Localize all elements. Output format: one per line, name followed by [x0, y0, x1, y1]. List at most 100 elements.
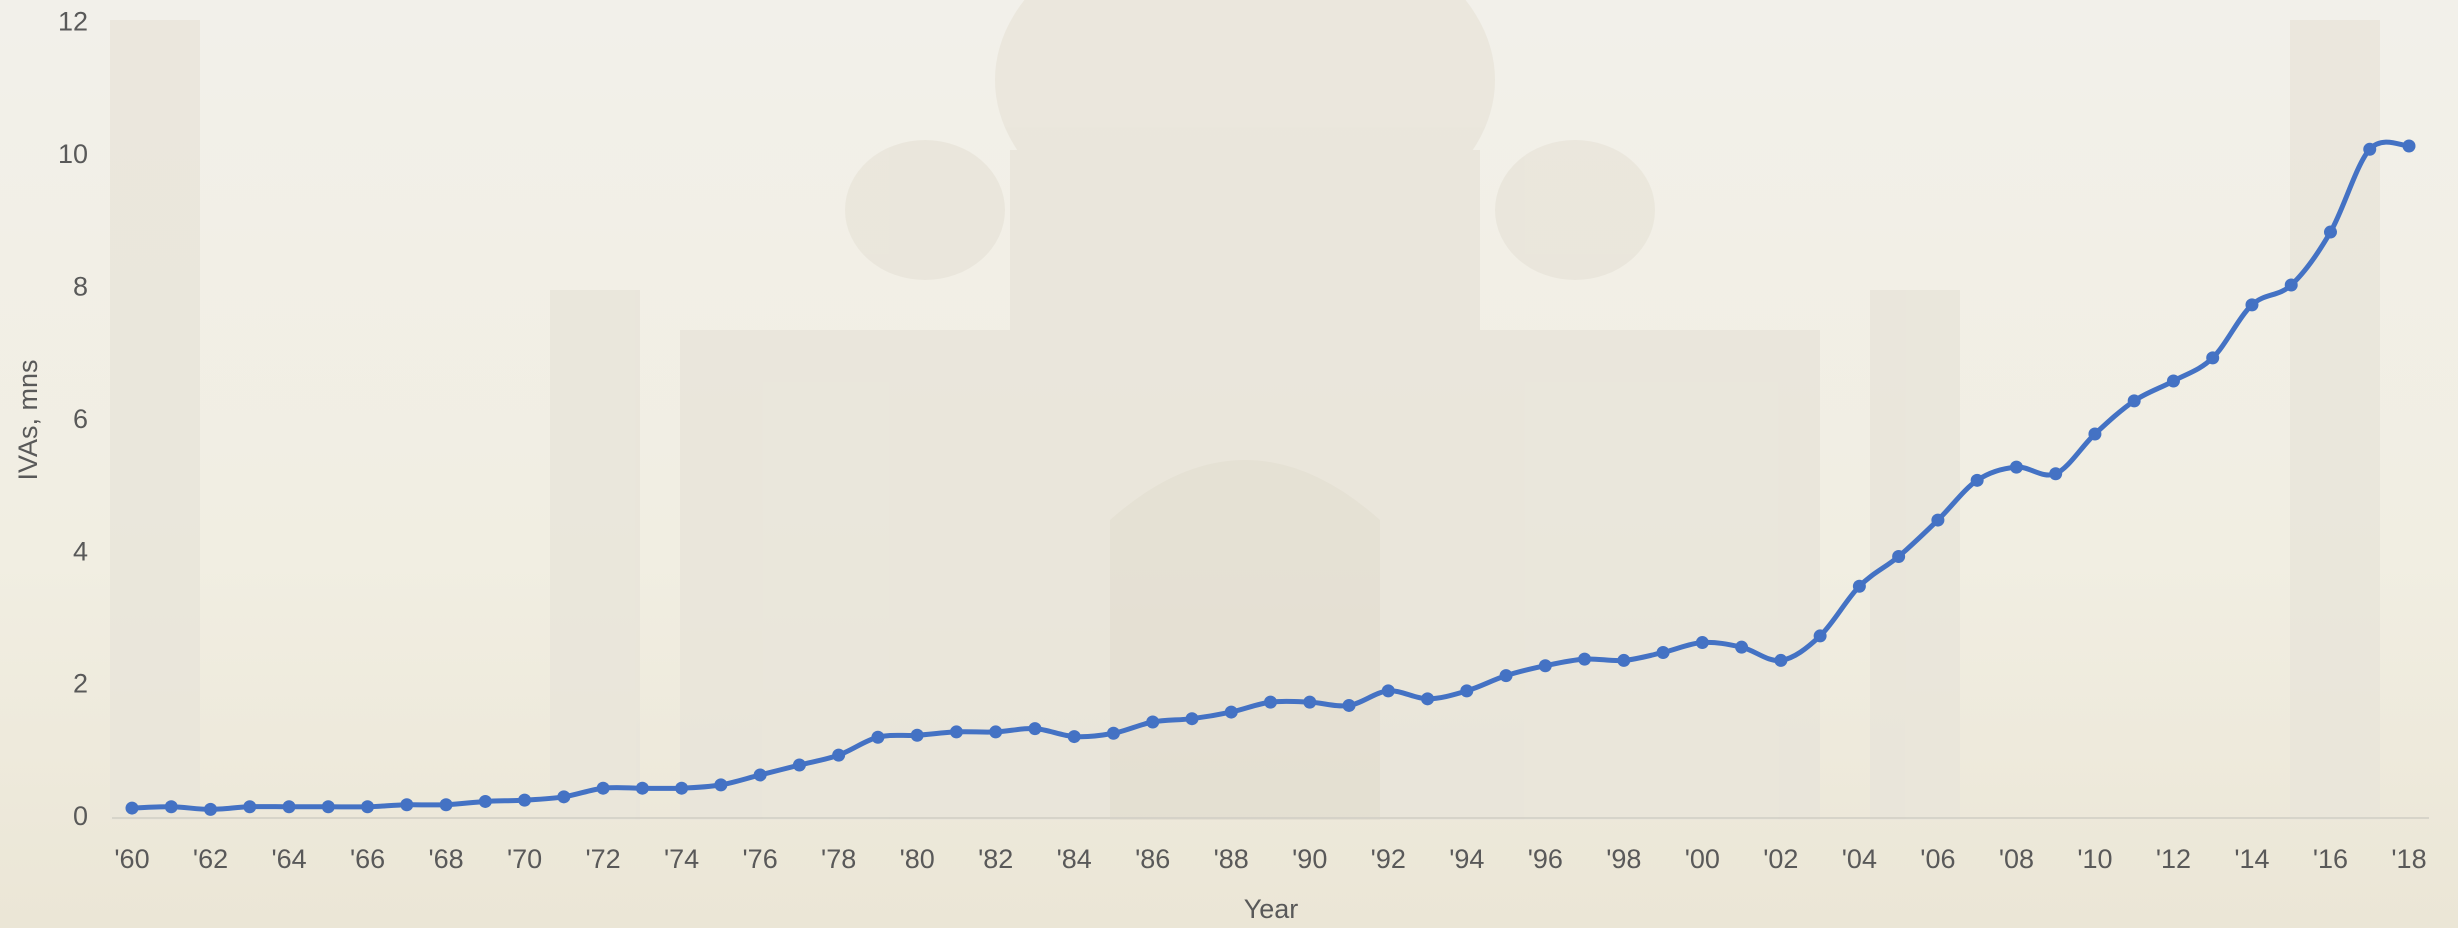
data-point [832, 749, 845, 762]
data-point [518, 794, 531, 807]
data-point [2049, 467, 2062, 480]
x-axis-title: Year [1244, 894, 1299, 924]
data-point [871, 731, 884, 744]
data-point [2403, 139, 2416, 152]
data-point [440, 798, 453, 811]
data-point [754, 768, 767, 781]
y-tick-label: 2 [73, 669, 88, 699]
x-tick-label: '06 [1920, 844, 1955, 874]
data-point [1578, 653, 1591, 666]
data-point [1146, 715, 1159, 728]
x-tick-label: '82 [978, 844, 1013, 874]
data-point [675, 782, 688, 795]
data-point [1343, 699, 1356, 712]
data-point [1500, 669, 1513, 682]
data-point [243, 800, 256, 813]
data-point [1696, 636, 1709, 649]
data-point [714, 778, 727, 791]
data-point [557, 790, 570, 803]
data-point [636, 782, 649, 795]
data-point [1931, 514, 1944, 527]
x-tick-label: '16 [2313, 844, 2348, 874]
data-point [2010, 461, 2023, 474]
y-tick-label: 12 [58, 7, 88, 37]
y-tick-label: 8 [73, 271, 88, 301]
x-tick-label: '78 [821, 844, 856, 874]
x-tick-label: '88 [1214, 844, 1249, 874]
x-tick-label: '02 [1763, 844, 1798, 874]
x-tick-label: '14 [2234, 844, 2269, 874]
y-tick-label: 0 [73, 801, 88, 831]
x-tick-label: '00 [1685, 844, 1720, 874]
data-point [1303, 696, 1316, 709]
x-tick-label: '90 [1292, 844, 1327, 874]
data-point [950, 725, 963, 738]
data-point [911, 729, 924, 742]
x-tick-label: '92 [1371, 844, 1406, 874]
data-point [1814, 629, 1827, 642]
data-point [126, 802, 139, 815]
data-point [1539, 659, 1552, 672]
data-point [165, 800, 178, 813]
data-point [322, 800, 335, 813]
data-point [400, 798, 413, 811]
data-point [989, 725, 1002, 738]
data-point [1774, 654, 1787, 667]
data-point [2245, 298, 2258, 311]
data-point [1853, 580, 1866, 593]
y-tick-label: 6 [73, 404, 88, 434]
data-point [1264, 696, 1277, 709]
data-point [1185, 712, 1198, 725]
data-point [1617, 654, 1630, 667]
data-point [2363, 143, 2376, 156]
x-tick-label: '12 [2156, 844, 2191, 874]
data-point [1225, 706, 1238, 719]
x-tick-label: '86 [1135, 844, 1170, 874]
x-tick-label: '10 [2077, 844, 2112, 874]
data-point [2167, 375, 2180, 388]
x-tick-label: '08 [1999, 844, 2034, 874]
x-tick-label: '98 [1606, 844, 1641, 874]
x-tick-label: '64 [271, 844, 306, 874]
data-point [1028, 722, 1041, 735]
data-point [1735, 641, 1748, 654]
data-point [2206, 351, 2219, 364]
data-point [1892, 550, 1905, 563]
data-point [361, 800, 374, 813]
page: IVAs, mns Year 0 2 4 6 8 10 12 '60 '62 '64 '66 '68 '… [0, 0, 2458, 928]
data-point [1382, 684, 1395, 697]
data-point [793, 759, 806, 772]
x-tick-label: '72 [586, 844, 621, 874]
data-point [1460, 684, 1473, 697]
x-tick-label: '68 [428, 844, 463, 874]
data-point [283, 800, 296, 813]
x-tick-label: '66 [350, 844, 385, 874]
data-point [2324, 226, 2337, 239]
x-tick-label: '04 [1842, 844, 1877, 874]
x-tick-label: '96 [1528, 844, 1563, 874]
x-tick-label: '74 [664, 844, 699, 874]
data-point [1107, 727, 1120, 740]
data-point [597, 782, 610, 795]
data-point [2088, 427, 2101, 440]
data-point [1068, 730, 1081, 743]
data-point [2128, 394, 2141, 407]
data-point [2285, 279, 2298, 292]
x-tick-label: '80 [900, 844, 935, 874]
y-axis-title: IVAs, mns [13, 359, 43, 480]
x-tick-label: '62 [193, 844, 228, 874]
y-tick-label: 10 [58, 139, 88, 169]
x-tick-label: '76 [743, 844, 778, 874]
x-tick-label: '60 [114, 844, 149, 874]
data-point [1657, 646, 1670, 659]
x-tick-label: '84 [1057, 844, 1092, 874]
y-tick-label: 4 [73, 536, 88, 566]
x-tick-label: '70 [507, 844, 542, 874]
data-point [479, 795, 492, 808]
chart: IVAs, mns Year 0 2 4 6 8 10 12 '60 '62 '64 '66 '68 '… [0, 0, 2458, 928]
data-point [204, 803, 217, 816]
data-point [1971, 474, 1984, 487]
data-point [1421, 692, 1434, 705]
x-tick-label: '94 [1449, 844, 1484, 874]
x-tick-label: '18 [2391, 844, 2426, 874]
